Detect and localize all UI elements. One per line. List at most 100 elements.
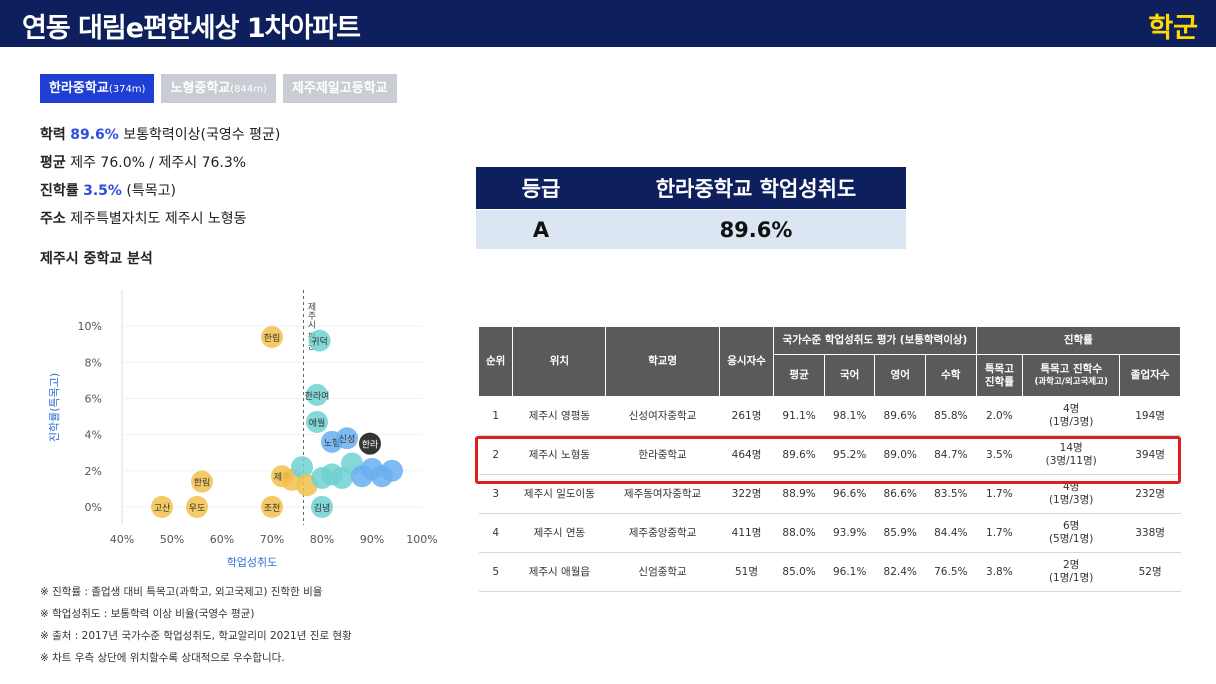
- col-rank: 순위: [477, 326, 514, 397]
- analysis-title: 제주시 중학교 분석: [40, 251, 153, 267]
- cell-students: 464명: [719, 435, 774, 475]
- scatter-point: [308, 329, 331, 352]
- col-graduates: 졸업자수: [1119, 354, 1181, 397]
- cell-avg: 91.1%: [773, 396, 825, 436]
- col-eng: 영어: [874, 354, 926, 397]
- tab-distance: (374m): [108, 84, 146, 95]
- x-tick-label: 80%: [310, 533, 334, 546]
- tab-jeju-jeil-high[interactable]: 제주제일고등학교: [282, 74, 397, 103]
- school-achievement-header: 한라중학교 학업성취도: [606, 167, 906, 210]
- title-bar: 연동 대림e편한세상 1차아파트 학군: [0, 0, 1216, 47]
- cell-eng: 89.6%: [874, 396, 926, 436]
- cell-math: 76.5%: [925, 552, 977, 592]
- adv-count-detail: (1명/3명): [1048, 494, 1094, 506]
- point-label: 한라: [362, 440, 379, 451]
- cell-rank: 1: [478, 396, 513, 436]
- adv-count-value: 4명: [1063, 481, 1080, 493]
- col-avg: 평균: [773, 354, 825, 397]
- scatter-point: [261, 326, 283, 348]
- col-location: 위치: [512, 326, 607, 397]
- cell-location: 제주시 연동: [512, 513, 606, 553]
- x-tick-label: 70%: [260, 533, 284, 546]
- cell-adv-count: 14명 (3명/11명): [1022, 435, 1120, 475]
- y-tick-label: 6%: [85, 392, 102, 405]
- achievement-value: 89.6%: [70, 127, 119, 143]
- adv-count-detail: (1명/3명): [1048, 416, 1094, 428]
- cell-adv-rate: 3.8%: [976, 552, 1023, 592]
- footnote: ※ 차트 우측 상단에 위치할수록 상대적으로 우수합니다.: [40, 652, 285, 664]
- x-axis-label: 학업성취도: [227, 556, 278, 569]
- cell-rank: 5: [478, 552, 513, 592]
- adv-count-value: 14명: [1059, 442, 1083, 454]
- achievement-desc: 보통학력이상(국영수 평균): [123, 127, 281, 143]
- table-row: 4 제주시 연동 제주중앙중학교 411명 88.0% 93.9% 85.9% 84.4% 1.…: [478, 513, 1181, 553]
- school-comparison-table: 순위 위치 학교명 응시자수 국가수준 학업성취도 평가 (보통학력이상) 진학…: [477, 326, 1182, 592]
- y-axis-label: 진학률(특목고): [48, 373, 61, 442]
- table-row: 2 제주시 노형동 한라중학교 464명 89.6% 95.2% 89.0% 84.7% 3.5…: [478, 435, 1181, 475]
- cell-students: 51명: [719, 552, 774, 592]
- cell-students: 411명: [719, 513, 774, 553]
- cell-school: 신성여자중학교: [605, 396, 720, 436]
- y-tick-label: 0%: [85, 501, 102, 514]
- achievement-line: 학력 89.6% 보통학력이상(국영수 평균): [40, 121, 280, 149]
- advance-label: 진학률: [40, 183, 79, 199]
- address-label: 주소: [40, 211, 66, 227]
- col-adv-count-sub: (과학고/외고국제고): [1034, 376, 1108, 387]
- cell-avg: 89.6%: [773, 435, 825, 475]
- cell-adv-rate: 1.7%: [976, 513, 1023, 553]
- x-tick-label: 40%: [110, 533, 134, 546]
- point-label: 귀덕: [311, 337, 328, 348]
- average-line: 평균 제주 76.0% / 제주시 76.3%: [40, 149, 280, 177]
- cell-kor: 93.9%: [824, 513, 875, 553]
- footnote: ※ 진학률 : 졸업생 대비 특목고(과학고, 외고국제고) 진학한 비율: [40, 586, 323, 598]
- cell-math: 84.4%: [925, 513, 977, 553]
- x-tick-label: 60%: [210, 533, 234, 546]
- adv-count-value: 2명: [1063, 559, 1080, 571]
- cell-rank: 4: [478, 513, 513, 553]
- cell-rank: 2: [478, 435, 513, 475]
- tab-distance: (844m): [230, 84, 267, 95]
- y-tick-label: 4%: [85, 429, 102, 442]
- y-tick-label: 10%: [78, 320, 102, 333]
- cell-kor: 96.1%: [824, 552, 875, 592]
- address-line: 주소 제주특별자치도 제주시 노형동: [40, 205, 280, 233]
- scatter-point: [359, 432, 381, 455]
- achievement-rate-value: 89.6%: [606, 209, 906, 249]
- point-label: 한림: [264, 332, 281, 344]
- col-math: 수학: [925, 354, 977, 397]
- y-tick-label: 8%: [85, 356, 102, 369]
- col-advance-group: 진학률: [975, 326, 1182, 355]
- cell-adv-count: 6명 (5명/1명): [1022, 513, 1120, 553]
- tab-nohyeong-middle[interactable]: 노형중학교(844m): [161, 74, 276, 103]
- cell-math: 84.7%: [925, 435, 977, 475]
- point-label: 한림: [194, 477, 211, 489]
- cell-graduates: 194명: [1119, 396, 1181, 436]
- scatter-point: [306, 383, 328, 406]
- average-line-label: 제주시 평균: [306, 302, 316, 350]
- scatter-point: [186, 495, 208, 518]
- scatter-point: [311, 495, 333, 518]
- adv-count-value: 4명: [1063, 403, 1080, 415]
- scatter-point: [336, 427, 358, 450]
- highlight-box: [475, 436, 1181, 484]
- cell-avg: 85.0%: [773, 552, 825, 592]
- col-students: 응시자수: [718, 326, 775, 397]
- point-label: 우도: [189, 503, 206, 514]
- tab-hanra-middle[interactable]: 한라중학교(374m): [40, 74, 155, 103]
- y-tick-label: 2%: [85, 465, 102, 478]
- table-row: 1 제주시 영평동 신성여자중학교 261명 91.1% 98.1% 89.6% 85.8% 2…: [478, 396, 1181, 436]
- scatter-chart: 0% 2% 4% 6% 8% 10% 40% 50% 60% 70% 80% 90% 100% 제주시 평…: [40, 280, 440, 570]
- grade-header: 등급: [476, 167, 606, 210]
- cell-eng: 82.4%: [874, 552, 926, 592]
- x-tick-label: 100%: [406, 533, 437, 546]
- cell-school: 한라중학교: [605, 435, 720, 475]
- col-adv-count-label: 특목고 진학수: [1040, 362, 1102, 375]
- tab-label: 한라중학교: [49, 81, 109, 96]
- table-row: 5 제주시 애월읍 신엄중학교 51명 85.0% 96.1% 82.4% 76.5% 3.8%…: [478, 552, 1181, 592]
- x-tick-label: 90%: [360, 533, 384, 546]
- footnote: ※ 학업성취도 : 보통학력 이상 비율(국영수 평균): [40, 608, 255, 620]
- achievement-label: 학력: [40, 127, 66, 143]
- cell-school: 제주중앙중학교: [605, 513, 720, 553]
- average-value: 제주 76.0% / 제주시 76.3%: [70, 155, 247, 171]
- address-value: 제주특별자치도 제주시 노형동: [70, 211, 247, 227]
